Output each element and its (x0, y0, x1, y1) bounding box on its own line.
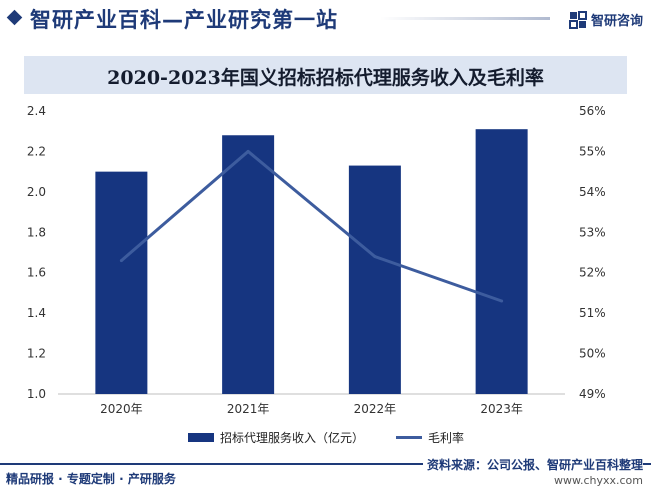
y-left-tick-label: 2.4 (27, 104, 46, 118)
y-left-tick-label: 1.4 (27, 306, 46, 320)
brand-logo-icon (568, 10, 587, 29)
footer-url[interactable]: www.chyxx.com (553, 474, 643, 487)
margin-point (119, 259, 123, 263)
revenue-bar (475, 129, 528, 394)
y-right-tick-label: 51% (579, 306, 606, 320)
legend-bar-swatch (188, 433, 214, 442)
chart-plot: 1.0 1.2 1.4 1.6 1.8 2.0 2.2 2.4 49% 50% 51% 52% 53% 5… (27, 104, 606, 416)
legend-line-swatch (396, 436, 422, 439)
revenue-bar (222, 135, 275, 394)
y-right-tick-label: 54% (579, 185, 606, 199)
legend-item-margin[interactable]: 毛利率 (396, 429, 464, 446)
legend-label-revenue: 招标代理服务收入（亿元） (220, 431, 365, 445)
margin-point (373, 255, 377, 259)
y-left-tick-label: 1.0 (27, 387, 46, 401)
footer-source: 资料来源：公司公报、智研产业百科整理 (422, 456, 643, 473)
chart-title: 2020-2023年国义招标招标代理服务收入及毛利率 (107, 67, 544, 89)
x-tick-label: 2021年 (227, 402, 270, 416)
margin-point (500, 299, 504, 303)
revenue-bar (95, 171, 148, 394)
legend-label-margin: 毛利率 (428, 431, 465, 445)
y-right-tick-label: 53% (579, 225, 606, 239)
y-left-tick-label: 2.0 (27, 185, 46, 199)
y-right-tick-label: 52% (579, 266, 606, 280)
y-left-tick-label: 1.2 (27, 347, 46, 361)
x-tick-label: 2023年 (480, 402, 523, 416)
y-right-tick-label: 56% (579, 104, 606, 118)
y-left-tick-label: 1.6 (27, 266, 46, 280)
margin-line (120, 149, 503, 303)
header-bar: 智研产业百科—产业研究第一站 智研咨询 (0, 0, 651, 36)
header-divider (380, 17, 550, 20)
revenue-bar (348, 165, 401, 394)
header-title: 智研产业百科—产业研究第一站 (30, 8, 338, 32)
margin-point (246, 149, 250, 153)
x-tick-label: 2022年 (354, 402, 397, 416)
brand[interactable]: 智研咨询 (568, 10, 643, 29)
brand-name: 智研咨询 (590, 14, 643, 29)
y-right-tick-label: 50% (579, 347, 606, 361)
footer-divider (0, 463, 651, 465)
y-right-tick-label: 49% (579, 387, 606, 401)
y-left-tick-label: 1.8 (27, 225, 46, 239)
chart-legend: 招标代理服务收入（亿元） 毛利率 (0, 429, 651, 449)
x-tick-label: 2020年 (100, 402, 143, 416)
y-right-tick-label: 55% (579, 144, 606, 158)
legend-item-revenue[interactable]: 招标代理服务收入（亿元） (188, 429, 364, 446)
footer-tagline: 精品研报 · 专题定制 · 产研服务 (6, 472, 176, 486)
y-left-tick-label: 2.2 (27, 144, 46, 158)
chart-title-band: 2020-2023年国义招标招标代理服务收入及毛利率 (24, 56, 627, 94)
